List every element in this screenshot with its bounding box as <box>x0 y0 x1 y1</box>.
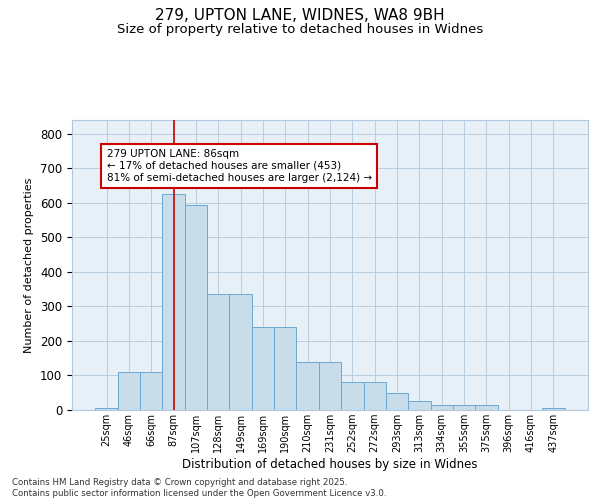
Bar <box>229 294 252 410</box>
X-axis label: Distribution of detached houses by size in Widnes: Distribution of detached houses by size … <box>182 458 478 471</box>
Bar <box>542 408 565 410</box>
Bar <box>185 204 207 410</box>
Bar <box>274 327 296 410</box>
Bar <box>408 402 431 410</box>
Bar <box>475 405 497 410</box>
Bar <box>140 372 163 410</box>
Bar <box>453 405 475 410</box>
Y-axis label: Number of detached properties: Number of detached properties <box>25 178 34 352</box>
Bar <box>118 372 140 410</box>
Text: Size of property relative to detached houses in Widnes: Size of property relative to detached ho… <box>117 22 483 36</box>
Bar <box>95 408 118 410</box>
Text: 279, UPTON LANE, WIDNES, WA8 9BH: 279, UPTON LANE, WIDNES, WA8 9BH <box>155 8 445 22</box>
Bar <box>341 382 364 410</box>
Bar <box>386 392 408 410</box>
Bar <box>296 362 319 410</box>
Bar <box>364 382 386 410</box>
Text: Contains HM Land Registry data © Crown copyright and database right 2025.
Contai: Contains HM Land Registry data © Crown c… <box>12 478 386 498</box>
Bar <box>252 327 274 410</box>
Bar <box>163 194 185 410</box>
Text: 279 UPTON LANE: 86sqm
← 17% of detached houses are smaller (453)
81% of semi-det: 279 UPTON LANE: 86sqm ← 17% of detached … <box>107 150 372 182</box>
Bar <box>207 294 229 410</box>
Bar <box>319 362 341 410</box>
Bar <box>431 405 453 410</box>
